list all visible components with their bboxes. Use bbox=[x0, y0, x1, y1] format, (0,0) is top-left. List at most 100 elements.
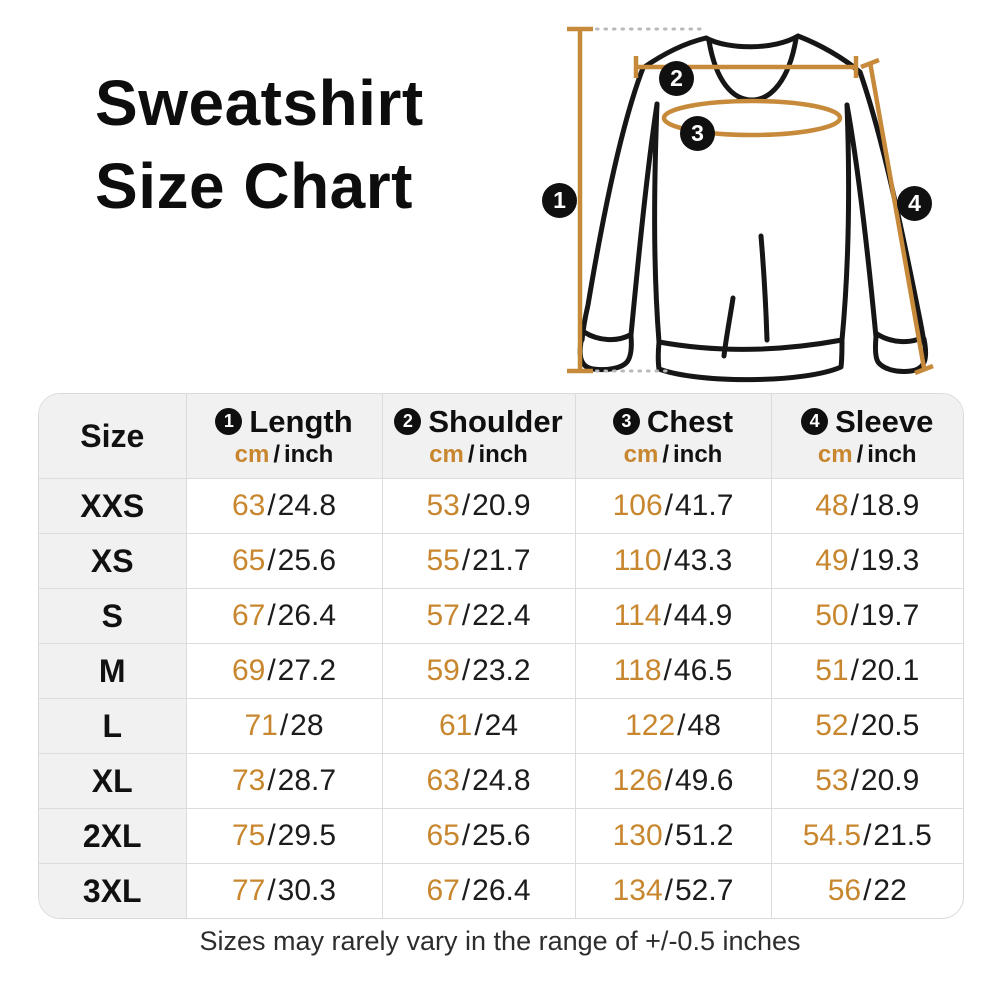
cm-value: 55 bbox=[426, 544, 460, 577]
chest-column-header: 3 Chest cm / inch bbox=[574, 394, 771, 479]
shoulder-number-badge: 2 bbox=[394, 407, 422, 435]
slash: / bbox=[850, 599, 859, 632]
unit-cm: cm bbox=[429, 440, 464, 468]
cm-value: 110 bbox=[613, 544, 662, 577]
inch-value: 19.3 bbox=[860, 544, 920, 577]
cm-value: 118 bbox=[613, 654, 662, 687]
cm-value: 114 bbox=[613, 599, 662, 632]
unit-slash: / bbox=[856, 440, 864, 468]
slash: / bbox=[461, 874, 471, 907]
unit-slash: / bbox=[273, 440, 280, 468]
inch-value: 22 bbox=[873, 874, 907, 907]
slash: / bbox=[461, 489, 471, 522]
slash: / bbox=[863, 874, 872, 907]
length-cell: 77/30.3 bbox=[185, 863, 382, 918]
inch-value: 25.6 bbox=[277, 544, 337, 577]
shoulder-column-header: 2 Shoulder cm / inch bbox=[381, 394, 575, 479]
slash: / bbox=[461, 764, 471, 797]
measurement-overlay bbox=[567, 26, 934, 376]
inch-value: 46.5 bbox=[673, 654, 733, 687]
cm-value: 54.5 bbox=[802, 819, 862, 852]
inch-value: 18.9 bbox=[860, 489, 920, 522]
shoulder-cell: 65/25.6 bbox=[381, 808, 575, 864]
size-chart-table: Size 1 Length cm / inch 2 Shoulder cm / inch 3… bbox=[38, 393, 964, 919]
sleeve-column-header: 4 Sleeve cm / inch bbox=[770, 394, 963, 479]
sweatshirt-outline bbox=[577, 33, 929, 383]
cm-value: 50 bbox=[815, 599, 849, 632]
chest-cell: 126/49.6 bbox=[574, 753, 771, 809]
shoulder-label: Shoulder bbox=[428, 403, 563, 439]
cm-value: 51 bbox=[815, 654, 849, 687]
slash: / bbox=[663, 544, 672, 577]
chest-cell: 134/52.7 bbox=[574, 863, 771, 918]
inch-value: 26.4 bbox=[472, 874, 531, 907]
slash: / bbox=[850, 764, 859, 797]
slash: / bbox=[267, 819, 276, 852]
sleeve-cell: 54.5/21.5 bbox=[770, 808, 963, 864]
inch-value: 43.3 bbox=[673, 544, 733, 577]
slash: / bbox=[664, 819, 673, 852]
inch-value: 28.7 bbox=[277, 764, 337, 797]
unit-cm: cm bbox=[817, 440, 853, 468]
inch-value: 20.1 bbox=[860, 654, 920, 687]
shoulder-cell: 53/20.9 bbox=[381, 478, 575, 534]
chest-ellipse bbox=[661, 98, 843, 138]
marker-2-shoulder: 2 bbox=[659, 61, 694, 96]
size-label: M bbox=[39, 643, 186, 699]
slash: / bbox=[664, 489, 673, 522]
inch-value: 29.5 bbox=[277, 819, 337, 852]
slash: / bbox=[663, 599, 672, 632]
slash: / bbox=[663, 654, 672, 687]
slash: / bbox=[461, 544, 471, 577]
inch-value: 28 bbox=[290, 709, 324, 742]
slash: / bbox=[850, 544, 859, 577]
inch-value: 20.5 bbox=[860, 709, 920, 742]
length-cell: 69/27.2 bbox=[185, 643, 382, 699]
chest-cell: 122/48 bbox=[574, 698, 771, 754]
unit-inch: inch bbox=[867, 440, 917, 468]
length-cell: 75/29.5 bbox=[185, 808, 382, 864]
inch-value: 21.7 bbox=[472, 544, 531, 577]
sleeve-cell: 50/19.7 bbox=[770, 588, 963, 644]
cm-value: 67 bbox=[426, 874, 460, 907]
sleeve-label: Sleeve bbox=[835, 403, 934, 439]
marker-3-chest: 3 bbox=[680, 116, 715, 151]
shoulder-cell: 63/24.8 bbox=[381, 753, 575, 809]
size-label: 3XL bbox=[39, 863, 186, 918]
slash: / bbox=[850, 489, 859, 522]
cm-value: 48 bbox=[815, 489, 849, 522]
slash: / bbox=[267, 599, 276, 632]
cm-value: 53 bbox=[815, 764, 849, 797]
slash: / bbox=[850, 654, 859, 687]
inch-value: 20.9 bbox=[860, 764, 920, 797]
cm-value: 106 bbox=[612, 489, 663, 522]
inch-value: 19.7 bbox=[860, 599, 920, 632]
size-variance-note: Sizes may rarely vary in the range of +/… bbox=[199, 926, 801, 956]
unit-slash: / bbox=[467, 440, 475, 468]
cm-value: 57 bbox=[426, 599, 460, 632]
size-label: L bbox=[39, 698, 186, 754]
size-label: XL bbox=[39, 753, 186, 809]
length-cell: 63/24.8 bbox=[185, 478, 382, 534]
chest-cell: 110/43.3 bbox=[574, 533, 771, 589]
length-number-badge: 1 bbox=[215, 407, 243, 435]
cm-value: 71 bbox=[244, 709, 278, 742]
inch-value: 24.8 bbox=[472, 764, 531, 797]
cm-value: 56 bbox=[827, 874, 862, 907]
size-label: XS bbox=[39, 533, 186, 589]
length-cell: 71/28 bbox=[185, 698, 382, 754]
cm-value: 75 bbox=[231, 819, 266, 852]
cm-value: 77 bbox=[231, 874, 266, 907]
cm-value: 61 bbox=[438, 709, 473, 742]
chest-cell: 130/51.2 bbox=[574, 808, 771, 864]
cm-value: 67 bbox=[231, 599, 266, 632]
inch-value: 20.9 bbox=[472, 489, 531, 522]
marker-1-length: 1 bbox=[542, 183, 577, 218]
sleeve-cell: 52/20.5 bbox=[770, 698, 963, 754]
unit-slash: / bbox=[662, 440, 669, 468]
slash: / bbox=[461, 819, 471, 852]
size-label: S bbox=[39, 588, 186, 644]
cm-value: 122 bbox=[625, 709, 676, 742]
slash: / bbox=[677, 709, 686, 742]
slash: / bbox=[267, 654, 276, 687]
